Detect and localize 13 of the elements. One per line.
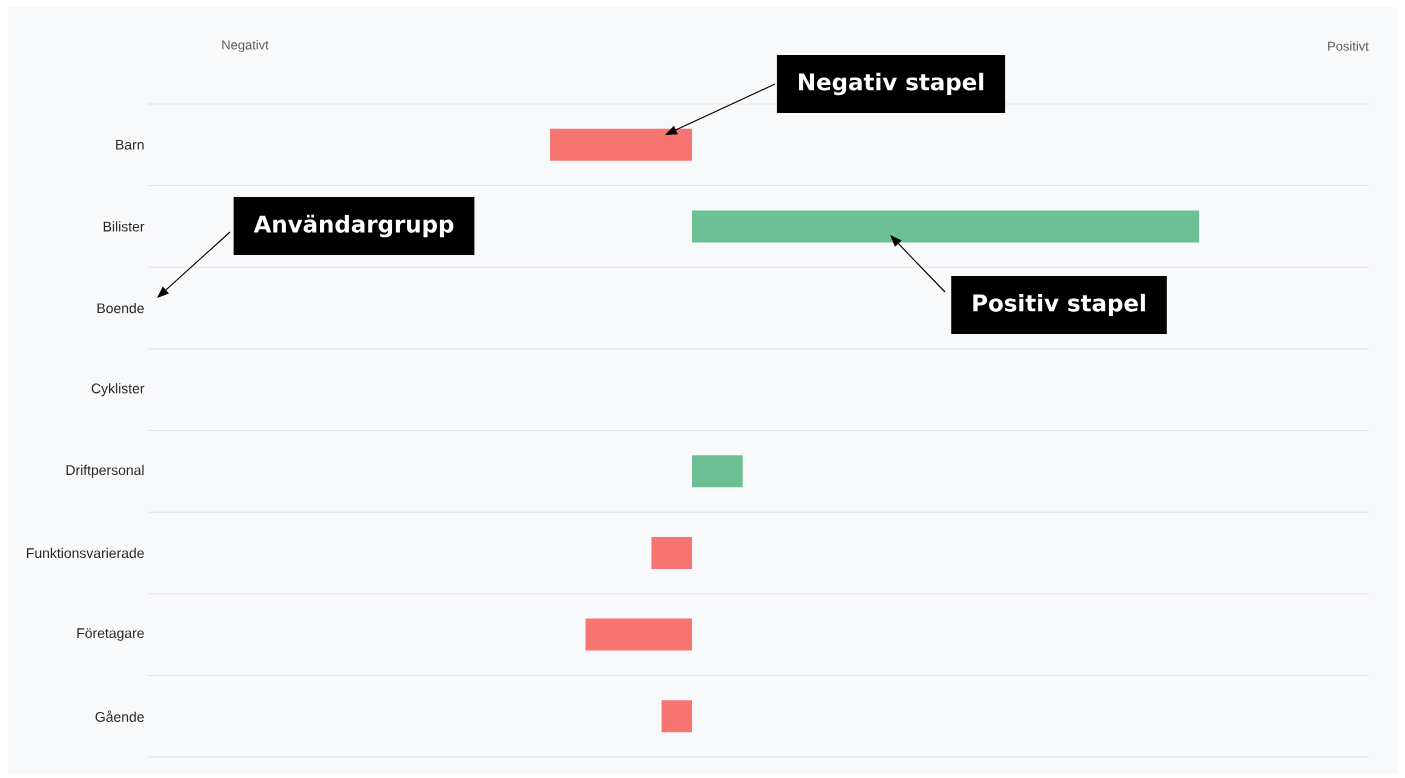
y-tick-label: Barn <box>116 139 144 150</box>
annotation: Positiv stapel <box>973 293 1145 317</box>
y-tick-label: Företagare <box>77 628 144 641</box>
y-tick-label: Gående <box>95 710 144 722</box>
y-tick-label: Bilister <box>103 221 145 232</box>
text: Negativt <box>222 39 269 53</box>
text: Negativ stapel <box>799 72 984 96</box>
y-tick-label: Funktionsvarierade <box>27 547 144 559</box>
y-tick-label: Boende <box>97 302 144 314</box>
y-tick-label: Cyklister <box>91 383 145 397</box>
y-tick-label: Driftpersonal <box>66 464 144 478</box>
text: Positivt <box>1328 41 1369 51</box>
text: Användargrupp <box>253 214 454 238</box>
